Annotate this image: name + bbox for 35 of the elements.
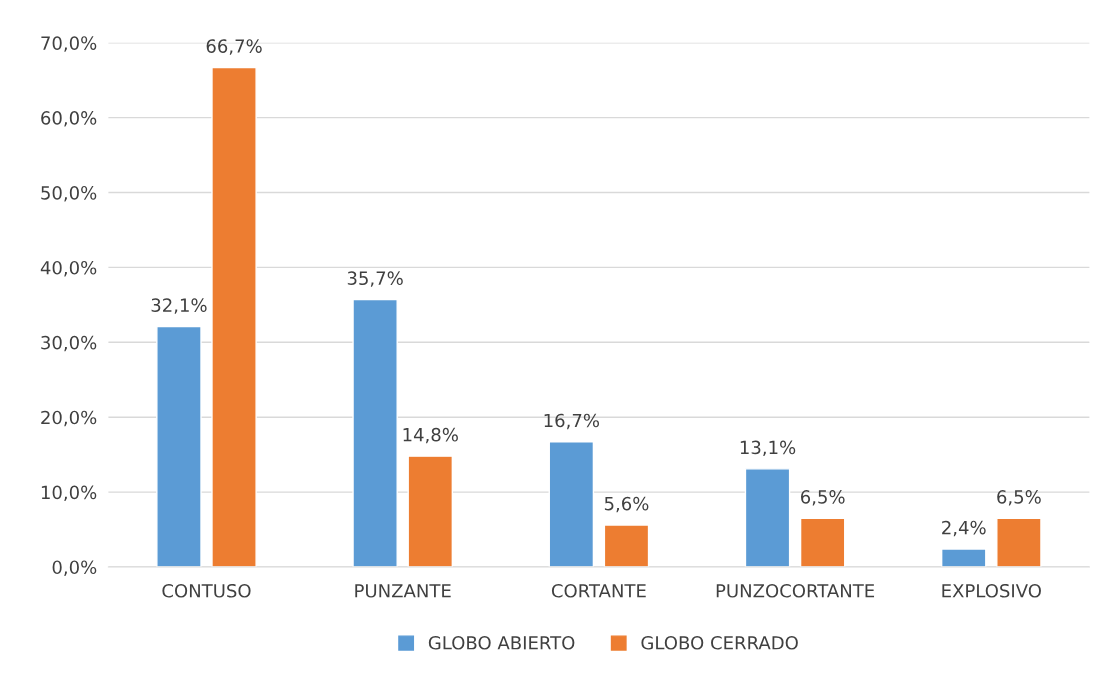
x-tick-label: EXPLOSIVO bbox=[942, 583, 1041, 598]
data-label: 14,8% bbox=[403, 427, 458, 444]
data-label: 6,5% bbox=[997, 490, 1041, 506]
y-tick-label: 30,0% bbox=[41, 335, 97, 352]
bar bbox=[548, 441, 595, 567]
bar bbox=[352, 298, 398, 567]
y-tick-label: 70,0% bbox=[41, 36, 97, 52]
bar bbox=[996, 517, 1042, 567]
data-label: 5,6% bbox=[604, 496, 649, 513]
data-label: 6,5% bbox=[801, 490, 845, 506]
data-label: 2,4% bbox=[942, 520, 986, 537]
data-label: 16,7% bbox=[544, 413, 600, 430]
x-tick-label: PUNZOCORTANTE bbox=[716, 583, 875, 598]
bar bbox=[407, 455, 454, 567]
bar bbox=[211, 66, 257, 567]
bar bbox=[799, 517, 846, 567]
x-tick-label: CORTANTE bbox=[551, 583, 646, 598]
y-tick-label: 0,0% bbox=[52, 560, 97, 576]
bar bbox=[603, 524, 650, 567]
data-label: 32,1% bbox=[151, 298, 207, 314]
x-tick-label: PUNZANTE bbox=[355, 584, 451, 598]
data-label: 35,7% bbox=[347, 271, 403, 287]
legend-label: GLOBO CERRADO bbox=[641, 635, 798, 650]
y-tick-label: 50,0% bbox=[41, 186, 97, 202]
bar bbox=[940, 548, 987, 567]
data-label: 13,1% bbox=[740, 440, 796, 457]
data-label: 66,7% bbox=[206, 39, 262, 55]
y-tick-label: 60,0% bbox=[41, 111, 97, 127]
y-tick-label: 40,0% bbox=[40, 260, 97, 277]
bar bbox=[744, 468, 791, 567]
x-tick-label: CONTUSO bbox=[162, 583, 251, 598]
legend-label: GLOBO ABIERTO bbox=[428, 635, 575, 650]
bar bbox=[156, 325, 202, 567]
y-tick-label: 20,0% bbox=[41, 410, 97, 427]
y-tick-label: 10,0% bbox=[41, 485, 97, 502]
